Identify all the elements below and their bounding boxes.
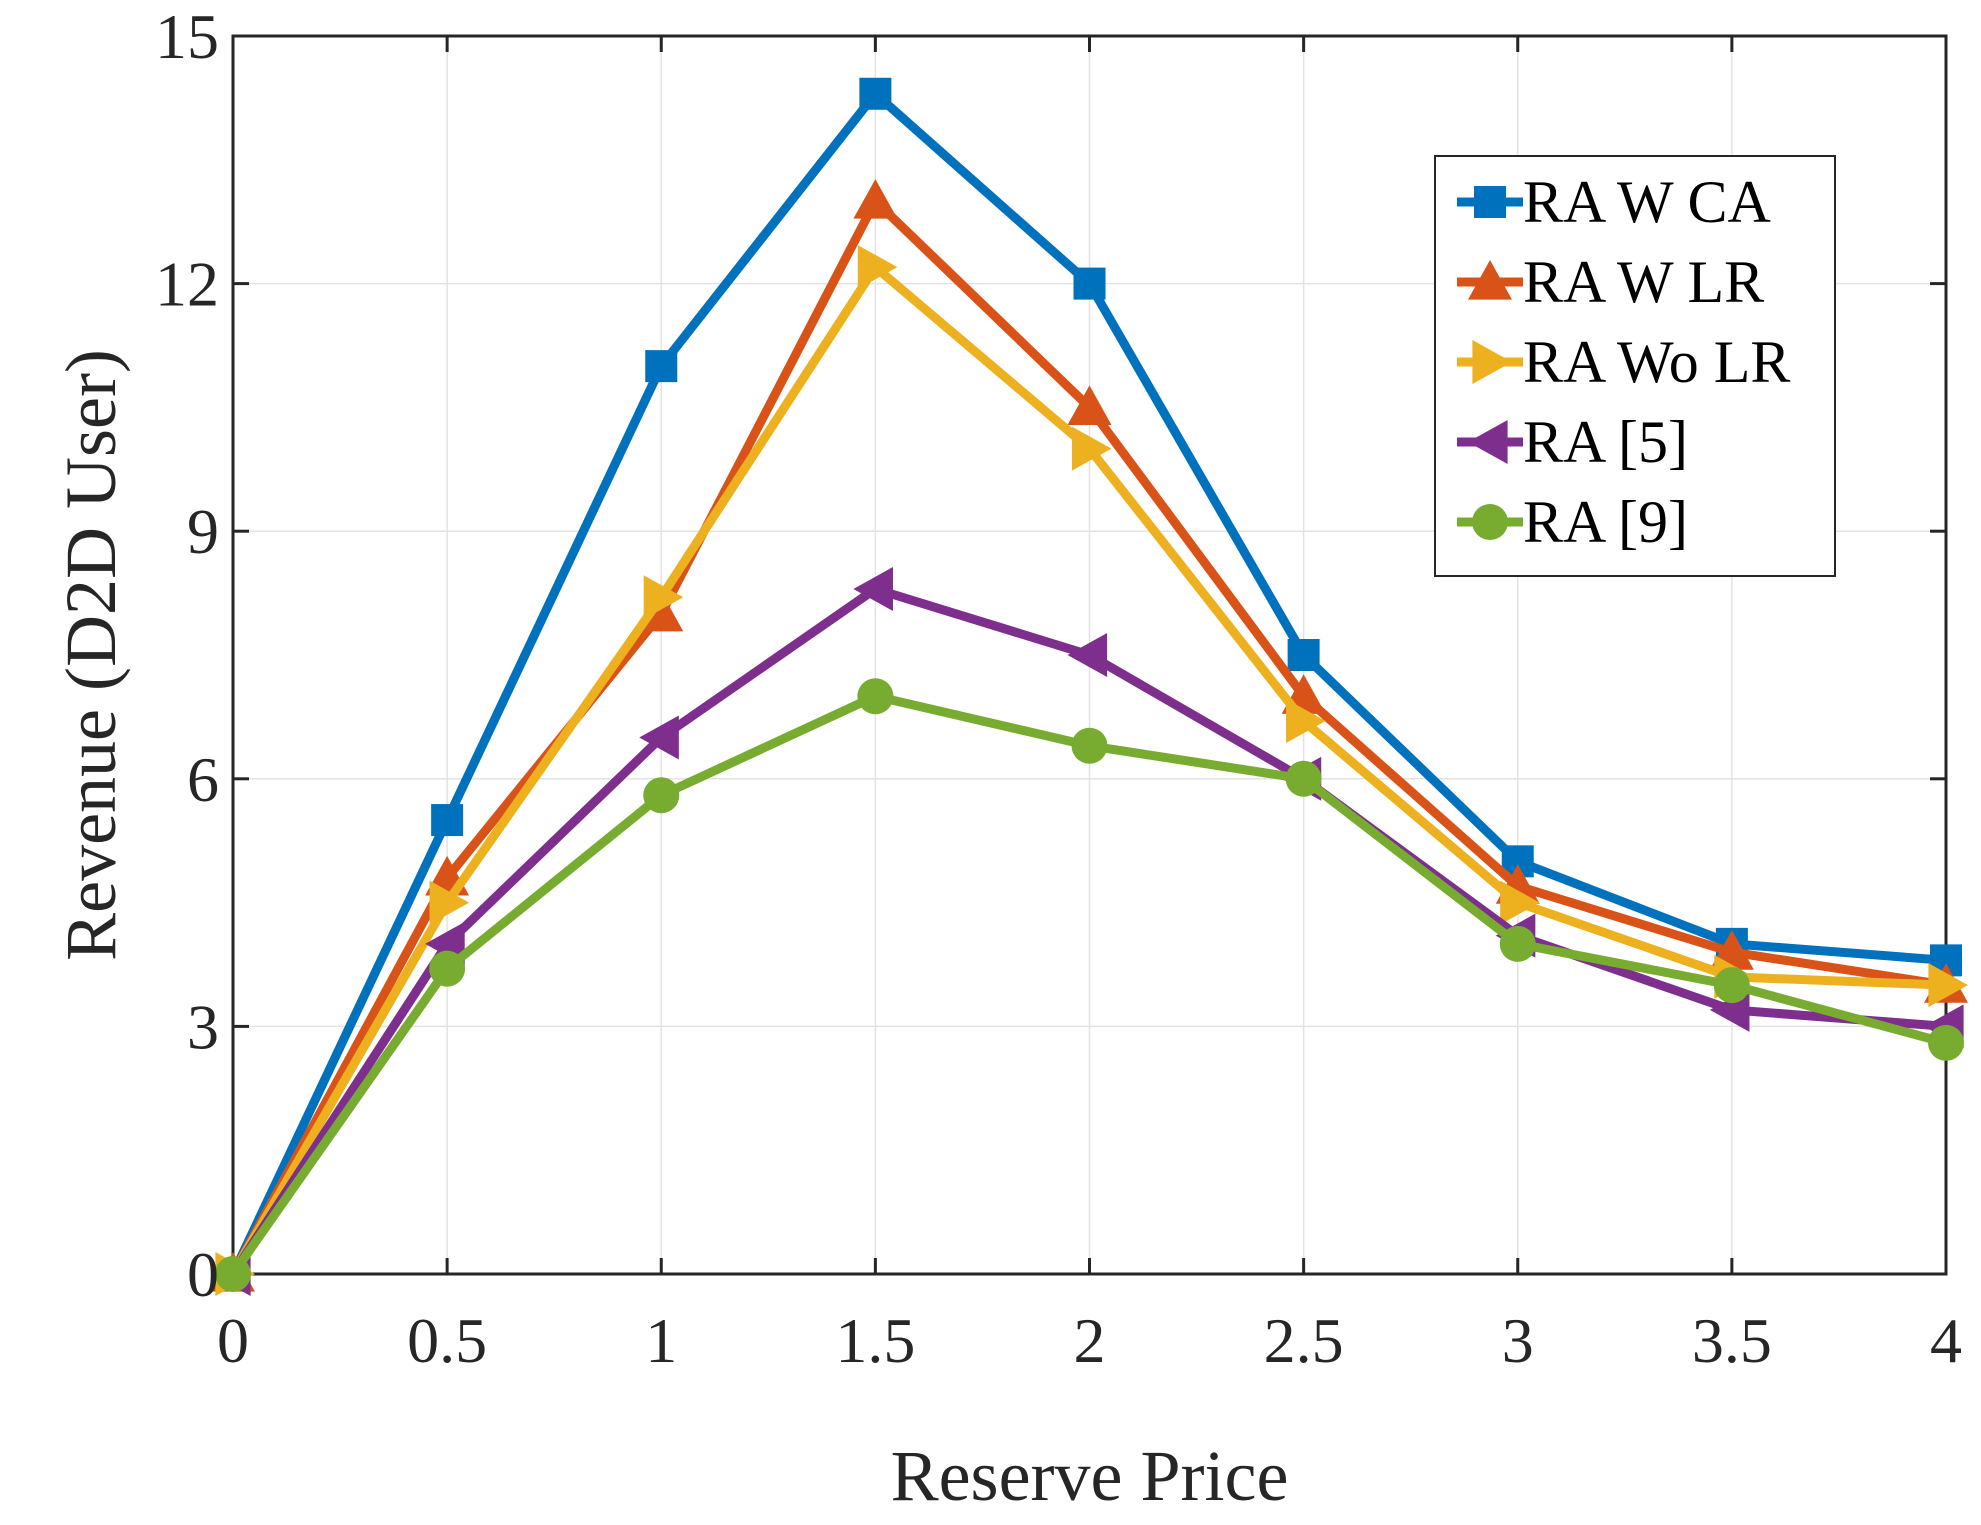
data-point [857,245,898,290]
data-point [645,350,678,383]
data-point [1713,967,1750,1004]
data-point [1067,633,1108,677]
legend-label: RA [9] [1523,489,1688,555]
y-axis-title: Revenue (D2D User) [51,349,131,961]
legend: RA W CA RA W LR RA Wo LR RA [5] RA [9] [1434,155,1836,577]
x-tick-label: 3.5 [1692,1305,1772,1376]
series-ra-9- [215,678,1964,1292]
x-tick-label: 4 [1930,1305,1962,1376]
legend-label: RA Wo LR [1523,329,1790,395]
y-tick-label: 12 [155,249,219,320]
data-point [643,575,684,620]
legend-item: RA W LR [1457,249,1764,315]
data-point [1928,1024,1964,1061]
legend-marker [1468,420,1508,464]
data-point [1500,880,1540,925]
legend-marker [1468,260,1512,300]
data-point [429,950,466,987]
x-tick-label: 0.5 [407,1305,487,1376]
legend-item: RA [5] [1457,409,1688,475]
tick-labels: 0 0.5 1 1.5 2 2.5 3 3.5 4 0 3 6 9 12 15 [155,1,1962,1376]
legend-label: RA W LR [1523,249,1764,315]
y-tick-label: 0 [187,1239,219,1310]
data-point [429,880,470,925]
y-tick-label: 9 [187,496,219,567]
data-point [857,678,894,715]
x-tick-label: 1 [645,1305,677,1376]
x-axis-title: Reserve Price [891,1436,1289,1516]
data-point [215,1256,251,1292]
data-point [853,566,893,611]
data-point [1287,639,1320,671]
data-point [1928,963,1968,1008]
x-tick-label: 3 [1502,1305,1534,1376]
y-tick-label: 3 [187,991,219,1062]
x-tick-label: 2.5 [1264,1305,1344,1376]
x-tick-label: 2 [1074,1305,1106,1376]
data-point [1286,699,1326,744]
data-point [859,77,892,110]
data-point [639,591,684,632]
y-tick-label: 6 [187,744,219,815]
data-point [643,777,680,814]
data-point [639,715,679,760]
data-point [431,804,464,837]
x-tick-label: 1.5 [835,1305,915,1376]
series-ra-wo-lr [215,245,1968,1296]
data-point [853,179,898,219]
legend-item: RA [9] [1457,489,1688,555]
legend-marker [1472,340,1512,384]
series-layer [211,77,1968,1296]
legend-label: RA W CA [1523,169,1771,235]
data-point [1071,426,1112,471]
data-point [1073,267,1106,300]
y-tick-label: 15 [155,1,219,72]
x-tick-label: 0 [217,1305,249,1376]
data-point [1071,727,1108,764]
data-point [1285,760,1322,797]
legend-label: RA [5] [1523,409,1688,475]
legend-item: RA Wo LR [1457,329,1790,395]
legend-marker [1472,504,1508,540]
data-point [1499,925,1536,962]
legend-item: RA W CA [1457,169,1771,235]
data-point [1067,385,1112,425]
legend-marker [1474,186,1506,218]
